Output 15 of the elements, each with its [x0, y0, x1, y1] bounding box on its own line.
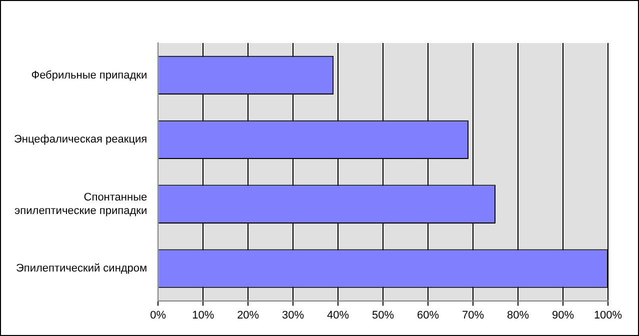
- x-tick-label: 10%: [192, 309, 214, 322]
- y-tick-label: Фебрильные припадки: [31, 69, 148, 82]
- x-tick-label: 60%: [417, 309, 440, 322]
- x-tick-label: 50%: [372, 309, 394, 322]
- x-tick-label: 70%: [462, 309, 484, 322]
- y-tick-label: Энцефалическая реакция: [14, 134, 148, 146]
- y-tick-label: Эпилептический синдром: [16, 262, 148, 275]
- x-tick-label: 90%: [552, 309, 574, 322]
- x-tick-label: 20%: [237, 309, 260, 322]
- x-tick-label: 0%: [150, 309, 166, 322]
- x-tick-label: 100%: [594, 309, 622, 322]
- y-tick-label: Спонтанные эпилептические припадки: [14, 192, 148, 217]
- x-tick-label: 40%: [327, 309, 350, 322]
- x-tick-label: 30%: [282, 309, 304, 322]
- x-tick-label: 80%: [507, 309, 530, 322]
